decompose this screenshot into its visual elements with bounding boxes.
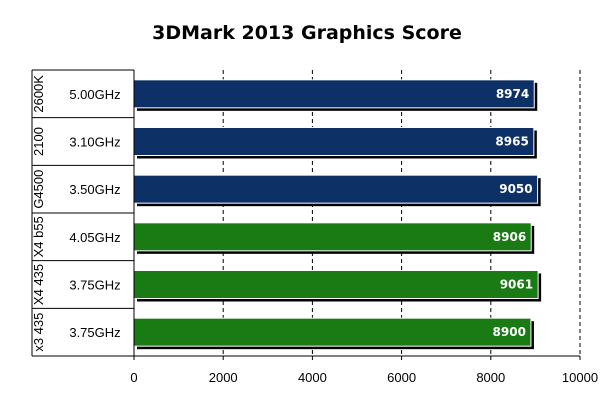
bar [133,222,532,252]
category-group-label: 2100 [31,127,46,156]
chart-title: 3DMark 2013 Graphics Score [152,22,462,44]
category-clock-label: 5.00GHz [69,87,120,102]
x-tick-label: 2000 [209,370,238,385]
bar-value-label: 8965 [495,135,528,149]
category-clock-label: 3.75GHz [69,325,120,340]
bar [133,317,532,347]
bar [133,79,535,109]
category-group-label: x3 435 [31,313,46,352]
category-clock-label: 3.10GHz [69,135,120,150]
bar-value-label: 8900 [493,325,526,339]
category-group-label: 2600K [31,75,46,113]
x-tick-label: 10000 [562,370,598,385]
category-group-label: X4 435 [31,264,46,305]
category-group-label: X4 b55 [31,216,46,257]
category-clock-label: 3.50GHz [69,182,120,197]
category-clock-label: 3.75GHz [69,278,120,293]
bar [133,270,539,299]
x-axis: 0 2000 4000 6000 8000 10000 [130,70,598,385]
grid [222,70,581,356]
x-tick-label: 6000 [387,370,416,385]
bar [133,127,535,156]
x-tick-label: 8000 [476,370,505,385]
bar [133,174,539,204]
category-rows: 2600K 5.00GHz 2100 3.10GHz G4500 3.50GHz X4 b5… [31,69,134,357]
category-clock-label: 4.05GHz [69,230,120,245]
x-tick-label: 0 [130,370,137,385]
bar-value-label: 8974 [496,87,529,101]
bar-value-label: 9050 [499,182,532,196]
bar-value-label: 8906 [493,230,526,244]
bars: 8974 8965 9050 8906 9061 8900 [133,79,542,350]
x-tick-label: 4000 [298,370,327,385]
bar-value-label: 9061 [500,278,533,292]
category-group-label: G4500 [31,170,46,209]
